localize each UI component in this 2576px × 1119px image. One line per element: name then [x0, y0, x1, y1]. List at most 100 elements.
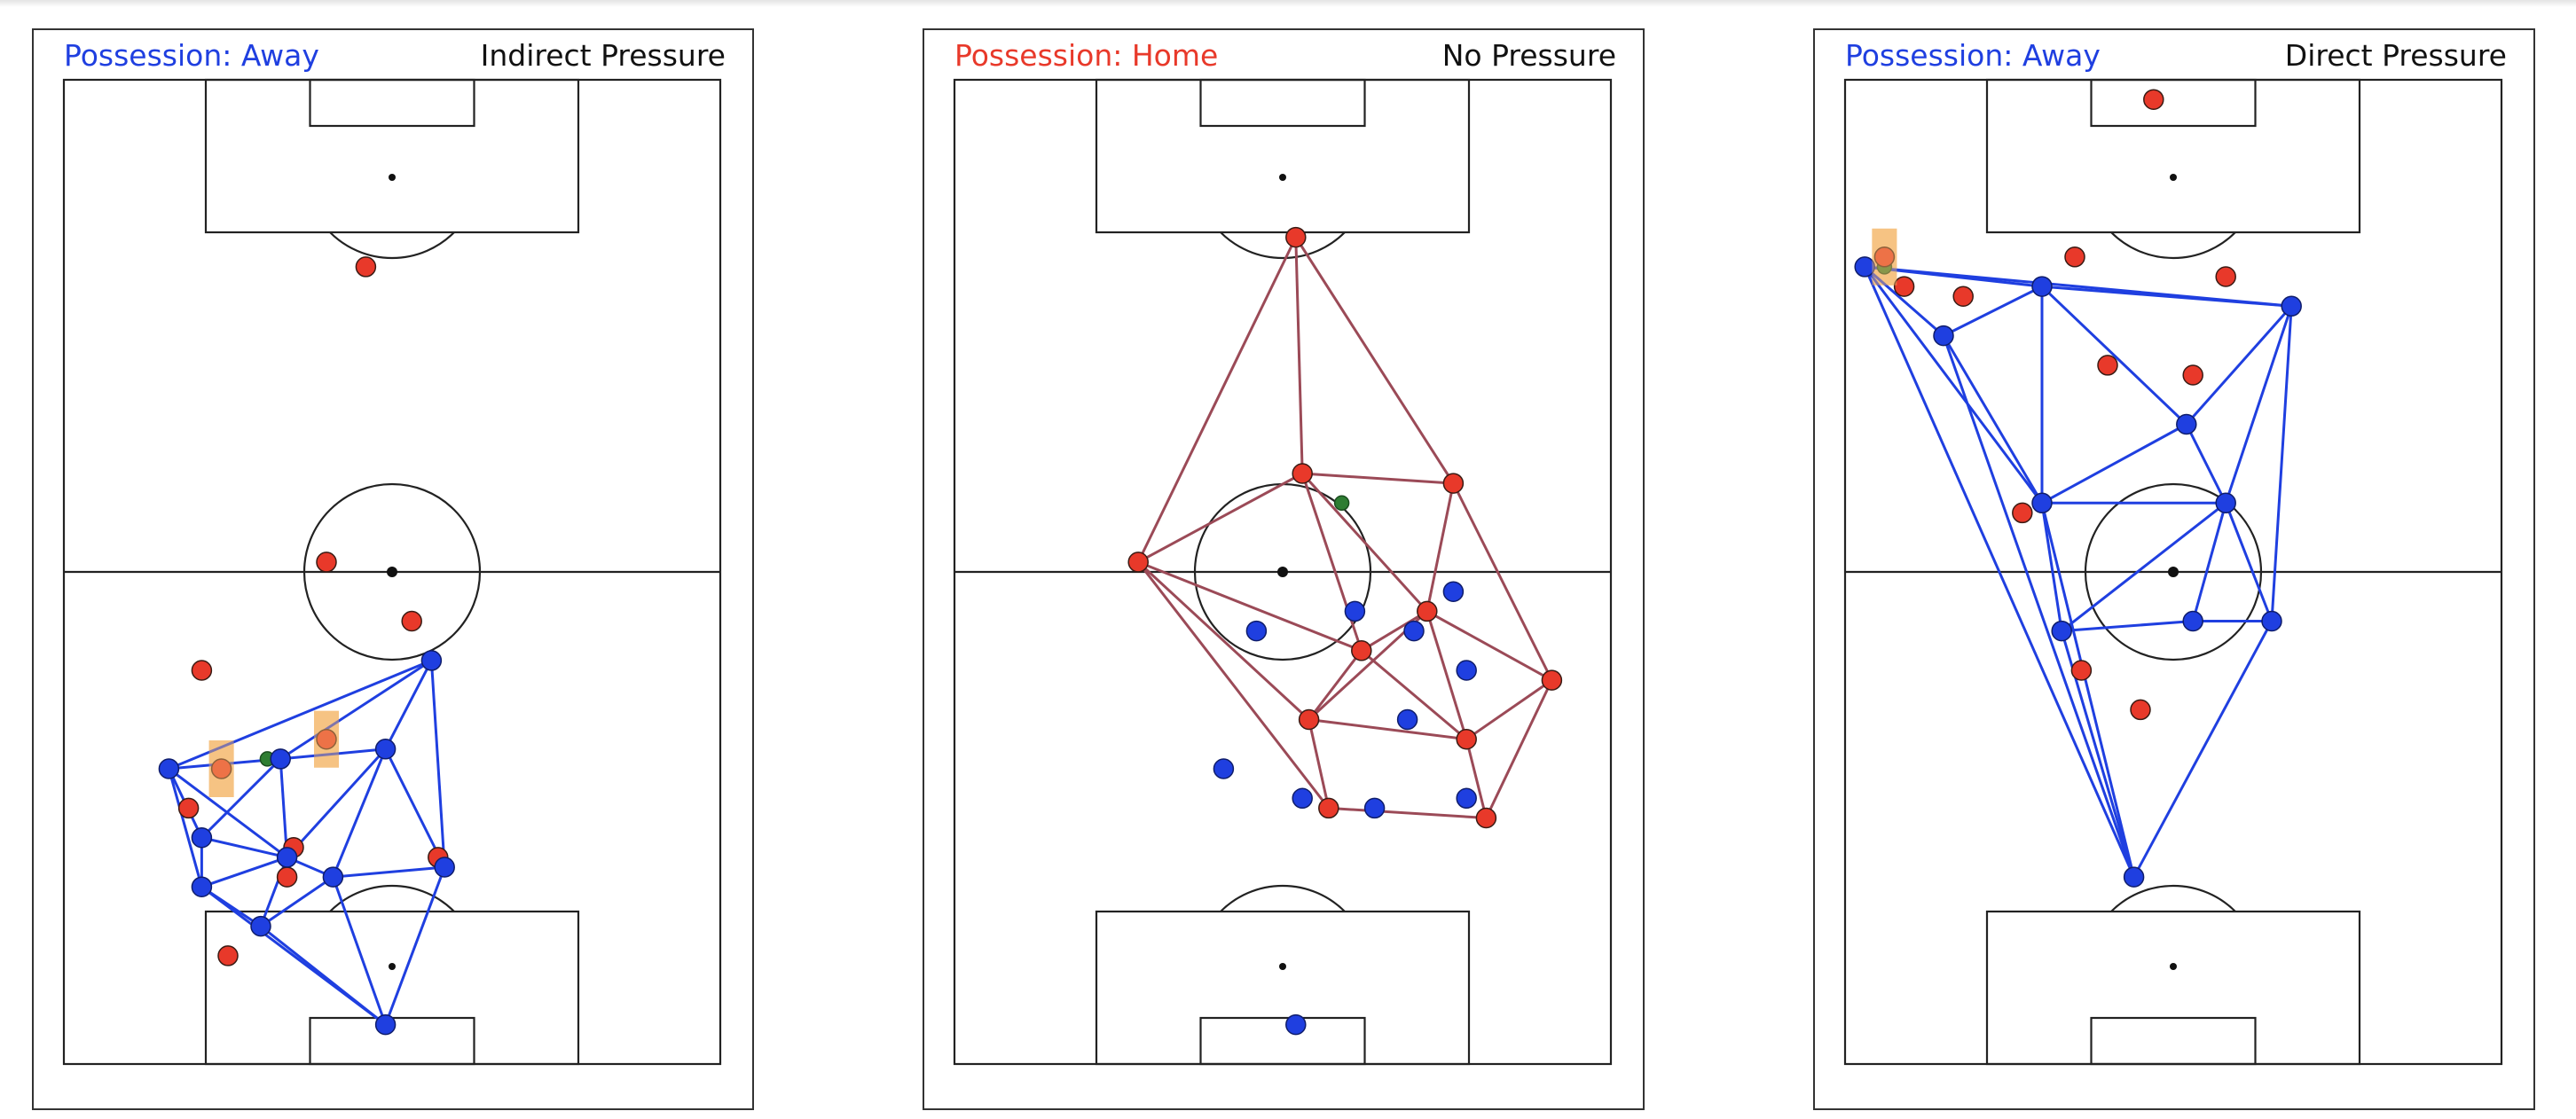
network-edge — [1465, 739, 1488, 818]
away-player-dot — [2215, 492, 2236, 514]
away-player-dot — [2261, 610, 2282, 632]
away-player-dot — [1456, 787, 1477, 810]
network-edge — [1942, 334, 2044, 505]
network-edge — [1426, 610, 1553, 682]
away-player-dot — [2051, 620, 2072, 642]
network-edge — [1328, 806, 1487, 819]
center-circle — [302, 482, 482, 661]
away-player-dot — [1933, 325, 1954, 347]
home-player-dot — [1893, 276, 1915, 297]
network-edge — [1452, 482, 1553, 681]
network-edge — [260, 925, 387, 1026]
network-edge — [1136, 236, 1298, 563]
network-edge — [2191, 502, 2227, 622]
network-edge — [1294, 236, 1455, 484]
home-player-dot — [1285, 226, 1307, 248]
pressure-label: Indirect Pressure — [481, 38, 726, 73]
network-edge — [286, 747, 387, 858]
network-edge — [2041, 423, 2187, 505]
passing-network — [167, 659, 446, 1026]
network-edge — [333, 865, 445, 879]
bottom-penalty-spot — [389, 963, 396, 970]
home-player-dot — [401, 610, 422, 632]
network-edge — [1302, 472, 1454, 485]
home-player-dot — [2070, 660, 2093, 681]
possession-label: Possession: Home — [954, 38, 1218, 73]
away-player-dot — [1854, 256, 1875, 278]
bottom-penalty-spot — [2170, 963, 2177, 970]
away-player-dot — [374, 739, 397, 760]
home-player-dot — [1442, 473, 1465, 494]
away-player-dot — [1442, 581, 1465, 602]
network-edge — [1863, 266, 2135, 878]
bottom-penalty-box — [1985, 910, 2361, 1066]
center-circle — [2084, 482, 2263, 661]
bottom-penalty-arc — [329, 884, 455, 912]
top-penalty-box — [204, 78, 580, 234]
network-edge — [1137, 472, 1303, 564]
network-edge — [1864, 265, 1944, 337]
home-player-dot — [1475, 807, 1497, 829]
top-penalty-spot — [2170, 174, 2177, 181]
home-player-dot — [1318, 797, 1339, 819]
network-edge — [279, 659, 433, 761]
away-player-dot — [2123, 866, 2145, 888]
network-edge — [280, 747, 386, 761]
network-edge — [384, 660, 433, 750]
home-player-dot — [191, 660, 213, 681]
away-player-dot — [434, 857, 455, 878]
network-edge — [201, 836, 287, 859]
away-player-dot — [270, 748, 291, 770]
pitch-panel-3: Possession: Away Direct Pressure — [1813, 28, 2535, 1110]
away-player-dot — [420, 650, 443, 671]
network-edge — [331, 876, 388, 1026]
network-edge — [2185, 305, 2293, 426]
home-player-dot — [316, 552, 337, 573]
top-penalty-box — [1985, 78, 2361, 234]
home-player-dot — [276, 866, 298, 888]
pitch-panel-1: Possession: Away Indirect Pressure — [32, 28, 754, 1110]
passing-network — [1136, 236, 1553, 819]
highlight-overlay — [208, 740, 234, 797]
pressure-label: No Pressure — [1442, 38, 1616, 73]
bottom-penalty-box — [1095, 910, 1471, 1066]
network-edge — [200, 856, 288, 888]
home-player-dot — [2130, 699, 2151, 721]
network-edge — [200, 757, 282, 839]
network-edge — [332, 748, 387, 878]
network-edge — [1308, 649, 1363, 721]
highlight-overlay — [314, 710, 339, 768]
window-top-edge — [0, 0, 2576, 7]
away-player-dot — [1403, 620, 1425, 642]
home-player-dot — [355, 256, 377, 278]
network-edge — [1485, 679, 1553, 819]
away-player-dot — [374, 1013, 397, 1036]
bottom-penalty-arc — [2110, 884, 2236, 912]
network-edge — [1361, 610, 1428, 653]
away-player-dot — [191, 876, 213, 897]
network-edge — [1137, 560, 1363, 653]
away-player-dot — [191, 826, 213, 849]
top-six-yard-box — [2090, 78, 2257, 128]
network-edge — [2224, 502, 2274, 622]
network-edge — [168, 659, 432, 771]
network-edge — [2040, 502, 2136, 878]
home-player-dot — [2182, 364, 2203, 386]
bottom-penalty-spot — [1279, 963, 1286, 970]
network-edge — [1360, 649, 1468, 740]
top-penalty-arc — [1220, 231, 1346, 260]
away-player-dot — [2031, 276, 2053, 297]
away-player-dot — [1396, 708, 1418, 731]
center-spot — [387, 567, 397, 577]
network-edge — [384, 866, 446, 1026]
home-player-dot — [316, 728, 337, 750]
home-player-dot — [1952, 286, 1974, 307]
home-player-dot — [210, 758, 232, 779]
network-edge — [1301, 472, 1428, 613]
away-player-dot — [322, 866, 344, 888]
pitch-markings — [62, 78, 722, 1066]
pitch-diagram: Possession: Away Direct Pressure — [1843, 38, 2507, 1066]
away-player-dot — [1344, 600, 1366, 622]
network-edge — [1137, 560, 1310, 721]
pitch-markings — [953, 78, 1613, 1066]
